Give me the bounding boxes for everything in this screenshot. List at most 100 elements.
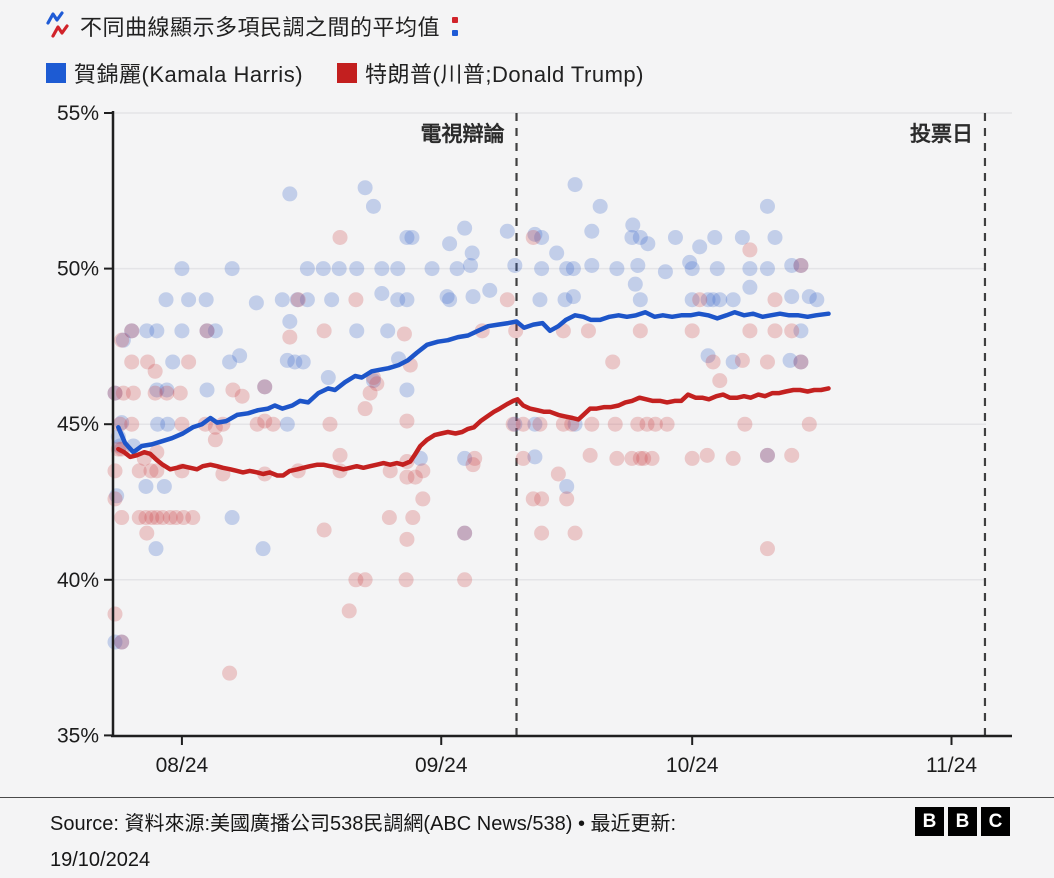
- trump-poll-dot: [143, 463, 159, 479]
- harris-poll-dot: [315, 261, 331, 277]
- trump-poll-dot: [348, 292, 364, 308]
- trump-poll-dot: [257, 379, 273, 395]
- harris-poll-dot: [107, 385, 123, 401]
- harris-poll-dot: [499, 223, 515, 239]
- updated-date: 19/10/2024: [50, 849, 151, 871]
- harris-poll-dot: [124, 323, 140, 339]
- harris-poll-dot: [439, 289, 455, 305]
- harris-poll-dot: [742, 261, 758, 277]
- harris-poll-dot: [139, 323, 155, 339]
- trump-poll-dot: [699, 447, 715, 463]
- trump-poll-dot: [632, 323, 648, 339]
- source-separator: •: [577, 813, 585, 835]
- trump-poll-dot: [532, 416, 548, 432]
- harris-poll-dot: [279, 416, 295, 432]
- trump-poll-dot: [362, 385, 378, 401]
- source-text: 資料來源:美國廣播公司538民調網(ABC News/538): [124, 813, 573, 835]
- harris-poll-dot: [289, 292, 305, 308]
- trump-poll-dot: [139, 525, 155, 541]
- updated-label: 最近更新:: [590, 813, 677, 835]
- harris-poll-dot: [404, 229, 420, 245]
- trump-poll-dot: [712, 373, 728, 389]
- trump-poll-dot: [407, 469, 423, 485]
- harris-poll-dot: [282, 314, 298, 330]
- harris-poll-dot: [287, 354, 303, 370]
- harris-poll-dot: [532, 292, 548, 308]
- harris-poll-dot: [784, 257, 800, 273]
- harris-poll-dot: [667, 229, 683, 245]
- trump-poll-dot: [369, 376, 385, 392]
- trump-poll-dot: [525, 491, 541, 507]
- trump-poll-dot: [398, 572, 414, 588]
- harris-poll-dot: [609, 261, 625, 277]
- harris-poll-dot: [115, 332, 131, 348]
- source-line: Source: 資料來源:美國廣播公司538民調網(ABC News/538) …: [50, 806, 910, 878]
- harris-poll-dot: [295, 354, 311, 370]
- harris-poll-dot: [160, 416, 176, 432]
- trump-poll-dot: [257, 413, 273, 429]
- trump-poll-dot: [639, 416, 655, 432]
- trump-poll-dot: [759, 541, 775, 557]
- source-prefix: Source:: [50, 813, 119, 835]
- harris-poll-dot: [320, 370, 336, 386]
- trump-poll-dot: [457, 525, 473, 541]
- trump-poll-dot: [630, 416, 646, 432]
- harris-poll-dot: [365, 373, 381, 389]
- trump-poll-dot: [159, 385, 175, 401]
- harris-poll-dot: [449, 261, 465, 277]
- harris-poll-dot: [692, 239, 708, 255]
- harris-poll-dot: [759, 447, 775, 463]
- trump-poll-dot: [107, 606, 123, 622]
- harris-poll-dot: [632, 229, 648, 245]
- trump-poll-dot: [144, 510, 160, 526]
- harris-poll-dot: [199, 382, 215, 398]
- trump-poll-dot: [107, 463, 123, 479]
- trump-poll-dot: [162, 510, 178, 526]
- x-tick-label: 11/24: [926, 754, 977, 777]
- harris-poll-dot: [709, 261, 725, 277]
- harris-poll-dot: [759, 198, 775, 214]
- footer: Source: 資料來源:美國廣播公司538民調網(ABC News/538) …: [0, 797, 1054, 878]
- annotation-label: 投票日: [910, 122, 973, 146]
- trump-poll-dot: [499, 292, 515, 308]
- legend-item-harris: 賀錦麗(Kamala Harris): [46, 57, 303, 89]
- trump-poll-dot: [705, 354, 721, 370]
- trump-poll-dot: [332, 229, 348, 245]
- trump-average-line: [116, 386, 831, 478]
- trump-poll-dot: [609, 450, 625, 466]
- harris-poll-dot: [199, 323, 215, 339]
- trump-poll-dot: [399, 413, 415, 429]
- harris-poll-dot: [725, 354, 741, 370]
- trump-poll-dot: [567, 525, 583, 541]
- harris-poll-dot: [114, 634, 130, 650]
- trump-poll-dot: [555, 416, 571, 432]
- harris-poll-dot: [463, 257, 479, 273]
- trump-poll-dot: [534, 491, 550, 507]
- trump-poll-dot: [115, 385, 131, 401]
- harris-poll-dot: [198, 292, 214, 308]
- harris-poll-dot: [299, 261, 315, 277]
- harris-poll-dot: [507, 416, 523, 432]
- trump-poll-dot: [290, 292, 306, 308]
- trump-poll-dot: [357, 572, 373, 588]
- harris-poll-dot: [464, 245, 480, 261]
- harris-poll-dot: [527, 449, 543, 465]
- trump-swatch: [337, 63, 358, 83]
- trump-poll-dot: [793, 354, 809, 370]
- harris-poll-dot: [399, 292, 415, 308]
- harris-poll-dot: [274, 292, 290, 308]
- trump-poll-dot: [131, 463, 147, 479]
- trump-poll-dot: [382, 463, 398, 479]
- harris-poll-dot: [148, 541, 164, 557]
- x-tick-label: 10/24: [666, 754, 719, 777]
- trump-poll-dot: [636, 450, 652, 466]
- harris-poll-dot: [324, 292, 340, 308]
- harris-average-line: [116, 309, 831, 455]
- harris-poll-dot: [165, 354, 181, 370]
- harris-poll-dot: [793, 257, 809, 273]
- chart-legend: 賀錦麗(Kamala Harris) 特朗普(川普;Donald Trump): [46, 58, 1026, 88]
- trump-poll-dot: [415, 491, 431, 507]
- trump-poll-dot: [348, 572, 364, 588]
- harris-poll-dot: [224, 261, 240, 277]
- bbc-logo-letter: B: [948, 807, 977, 836]
